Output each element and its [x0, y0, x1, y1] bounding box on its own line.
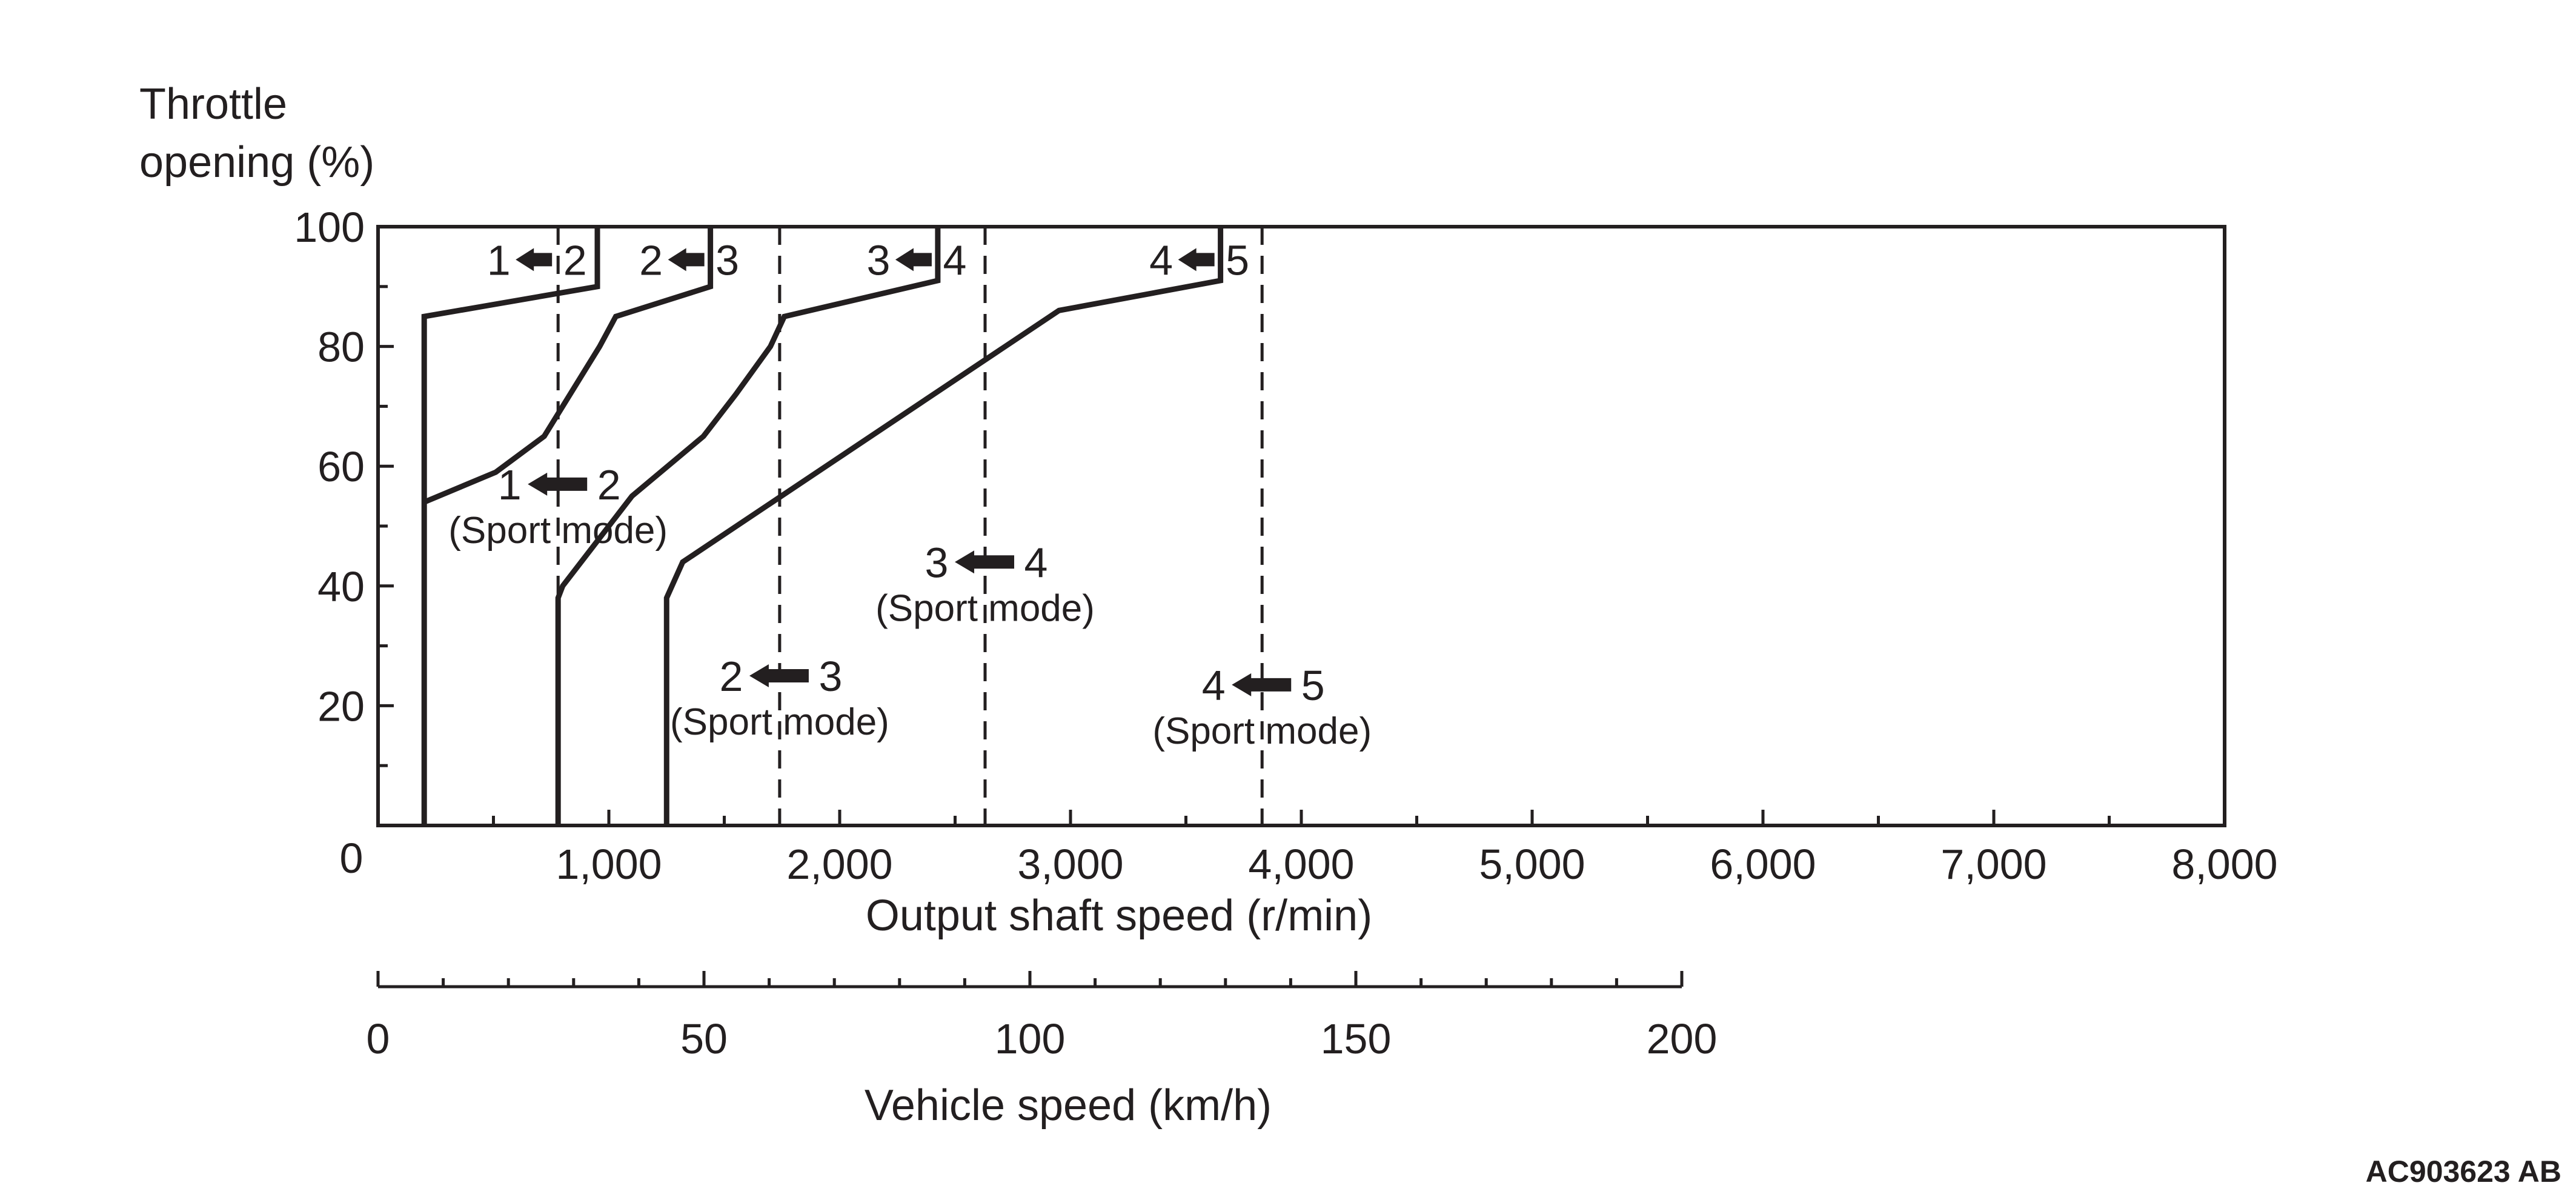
vehicle-speed-tick-label: 50 — [680, 1015, 728, 1062]
gear-from-label: 2 — [719, 653, 743, 700]
sport-mode-label: (Sport mode) — [875, 587, 1095, 629]
vehicle-speed-tick-label: 0 — [367, 1015, 390, 1062]
shift-arrow-icon — [516, 248, 553, 272]
gear-from-label: 1 — [498, 461, 522, 508]
shift-arrow-icon — [895, 248, 932, 272]
y-axis-label-line-1: Throttle — [139, 80, 287, 128]
shift-line-1 — [423, 227, 714, 505]
gear-to-label: 3 — [715, 236, 739, 284]
sport-mode-label: (Sport mode) — [670, 701, 889, 743]
gear-to-label: 4 — [1024, 539, 1048, 586]
gear-to-label: 5 — [1301, 662, 1325, 709]
y-tick-label: 20 — [317, 682, 365, 730]
y-tick-label: 80 — [317, 324, 365, 371]
shift-annotation-sp12: 1 2(Sport mode) — [448, 461, 668, 552]
y-tick-label: 40 — [317, 563, 365, 610]
shift-arrow-icon — [955, 550, 1015, 574]
x-tick-label: 4,000 — [1248, 841, 1354, 888]
vehicle-speed-tick-label: 100 — [995, 1015, 1066, 1062]
shift-annotation-sp45: 4 5(Sport mode) — [1152, 662, 1372, 752]
x-tick-label: 2,000 — [786, 841, 892, 888]
vehicle-speed-tick-label: 200 — [1647, 1015, 1718, 1062]
gear-from-label: 2 — [639, 236, 663, 284]
shift-annotation-sp34: 3 4(Sport mode) — [875, 539, 1095, 629]
shift-line-0 — [421, 227, 600, 825]
x-tick-label: 0 — [340, 835, 363, 882]
x-axis-label: Output shaft speed (r/min) — [866, 892, 1372, 940]
gear-to-label: 3 — [818, 653, 842, 700]
x-tick-label: 8,000 — [2171, 841, 2277, 888]
y-axis-label-line-2: opening (%) — [139, 138, 374, 187]
y-axis-label: Throttle opening (%) — [139, 80, 374, 187]
x-tick-label: 7,000 — [1940, 841, 2047, 888]
sport-mode-label: (Sport mode) — [1152, 710, 1372, 752]
y-tick-label: 60 — [317, 443, 365, 490]
shift-line-2 — [555, 227, 941, 825]
sport-mode-label: (Sport mode) — [448, 510, 668, 552]
shift-annotation-sp23: 2 3(Sport mode) — [670, 653, 889, 743]
gear-to-label: 5 — [1226, 236, 1249, 284]
gear-from-label: 3 — [925, 539, 949, 586]
gear-from-label: 4 — [1202, 662, 1226, 709]
y-tick-label: 100 — [294, 204, 365, 251]
x-tick-label: 5,000 — [1479, 841, 1585, 888]
gear-to-label: 2 — [597, 461, 621, 508]
vehicle-speed-tick-label: 150 — [1321, 1015, 1392, 1062]
shift-arrow-icon — [668, 248, 705, 272]
vehicle-speed-axis-label: Vehicle speed (km/h) — [865, 1081, 1272, 1130]
figure-code: AC903623 AB — [2366, 1155, 2561, 1189]
x-tick-label: 3,000 — [1017, 841, 1123, 888]
shift-arrow-icon — [528, 472, 588, 496]
gear-from-label: 3 — [866, 236, 890, 284]
gear-from-label: 1 — [487, 236, 511, 284]
x-tick-label: 1,000 — [556, 841, 662, 888]
shift-line-3 — [663, 227, 1224, 825]
gear-from-label: 4 — [1149, 236, 1173, 284]
shift-arrow-icon — [1232, 673, 1292, 696]
shift-arrow-icon — [749, 664, 809, 687]
shift-arrow-icon — [1178, 248, 1215, 272]
gear-to-label: 4 — [943, 236, 966, 284]
gear-to-label: 2 — [563, 236, 587, 284]
x-tick-label: 6,000 — [1710, 841, 1816, 888]
